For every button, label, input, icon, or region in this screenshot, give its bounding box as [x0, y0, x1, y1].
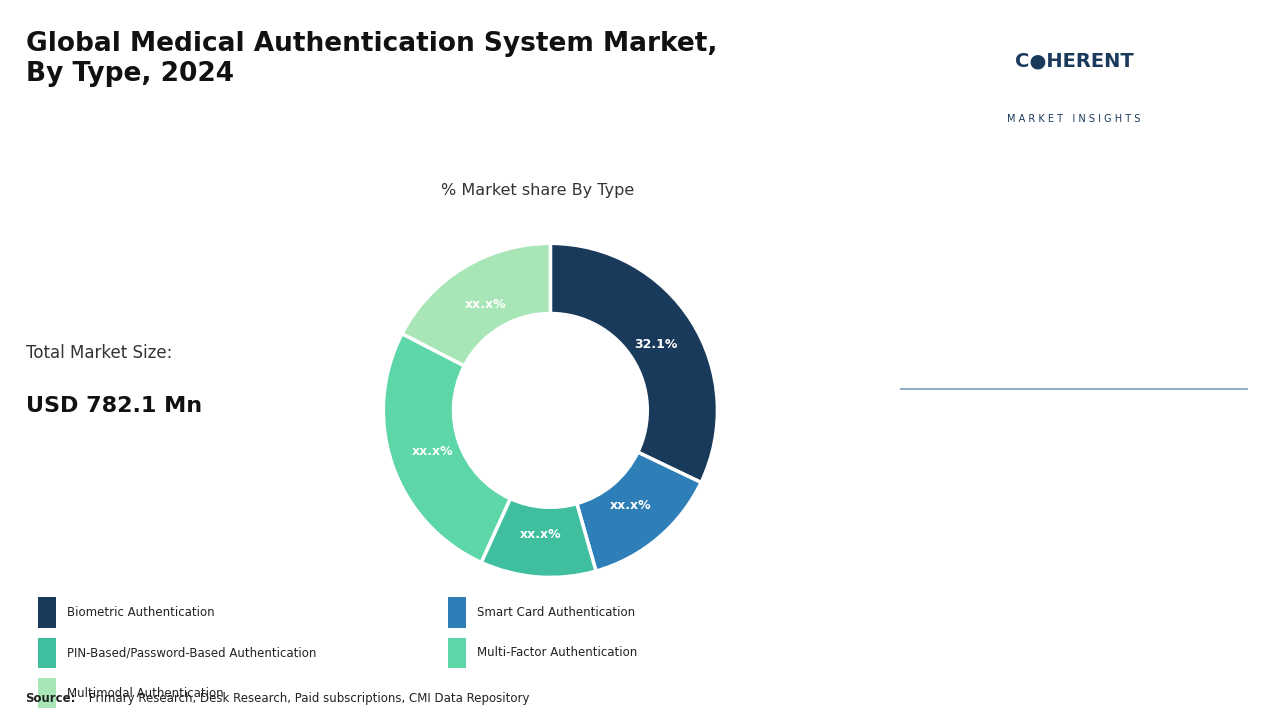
- Text: Biometric Authentication: Biometric Authentication: [909, 271, 1084, 284]
- Text: xx.x%: xx.x%: [412, 444, 453, 458]
- Text: C●HERENT: C●HERENT: [1015, 52, 1133, 71]
- FancyBboxPatch shape: [868, 0, 1280, 158]
- Text: Authentication: Authentication: [909, 521, 1083, 545]
- Wedge shape: [550, 243, 717, 482]
- Text: % Market share By Type: % Market share By Type: [442, 184, 634, 198]
- Text: Source:: Source:: [26, 692, 76, 705]
- Text: USD 782.1 Mn: USD 782.1 Mn: [26, 396, 202, 416]
- Text: PIN-Based/Password-Based Authentication: PIN-Based/Password-Based Authentication: [67, 647, 316, 660]
- Text: xx.x%: xx.x%: [609, 499, 652, 512]
- Bar: [38, 678, 56, 708]
- Text: M A R K E T   I N S I G H T S: M A R K E T I N S I G H T S: [1007, 114, 1140, 124]
- Text: Revenue Share, 2024: Revenue Share, 2024: [909, 339, 1043, 352]
- Text: Multimodal Authentication: Multimodal Authentication: [67, 687, 224, 700]
- Wedge shape: [402, 243, 550, 366]
- Text: Smart Card Authentication: Smart Card Authentication: [476, 606, 635, 619]
- Text: 32.1%: 32.1%: [909, 206, 1053, 248]
- Text: xx.x%: xx.x%: [465, 297, 507, 310]
- Text: Primary Research, Desk Research, Paid subscriptions, CMI Data Repository: Primary Research, Desk Research, Paid su…: [84, 692, 529, 705]
- Text: Biometric Authentication: Biometric Authentication: [67, 606, 215, 619]
- Text: Global Medical Authentication System Market,
By Type, 2024: Global Medical Authentication System Mar…: [26, 31, 717, 87]
- Text: 32.1%: 32.1%: [634, 338, 677, 351]
- Bar: [38, 638, 56, 668]
- Bar: [448, 598, 466, 628]
- Text: System Market: System Market: [909, 593, 1085, 617]
- Bar: [38, 598, 56, 628]
- Text: Global Medical: Global Medical: [909, 449, 1083, 473]
- Text: xx.x%: xx.x%: [520, 528, 562, 541]
- Text: Total Market Size:: Total Market Size:: [26, 343, 172, 361]
- Wedge shape: [577, 452, 701, 571]
- Bar: [448, 638, 466, 668]
- Wedge shape: [481, 498, 596, 577]
- Text: Type - Estimated Market: Type - Estimated Market: [909, 305, 1061, 318]
- Wedge shape: [384, 333, 511, 562]
- Text: Multi-Factor Authentication: Multi-Factor Authentication: [476, 647, 637, 660]
